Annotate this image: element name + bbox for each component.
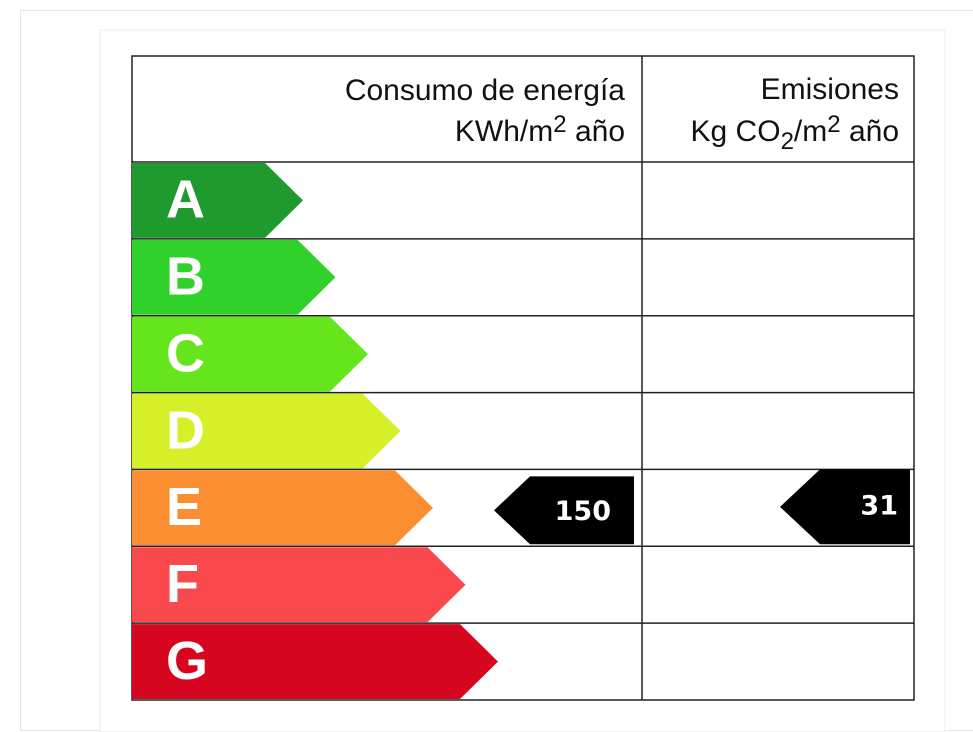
energy-title: Consumo de energía bbox=[345, 74, 625, 107]
unit-part: /m bbox=[794, 115, 827, 148]
rating-arrow bbox=[132, 624, 498, 699]
unit-part: KWh/m bbox=[455, 115, 553, 148]
unit-part: año bbox=[841, 115, 899, 148]
unit-sup: 2 bbox=[553, 111, 566, 138]
rating-letter: C bbox=[166, 323, 205, 383]
unit-part: año bbox=[567, 115, 625, 148]
emissions-title: Emisiones bbox=[761, 73, 899, 106]
unit-sub: 2 bbox=[781, 128, 794, 155]
emissions-unit: Kg CO2/m2 año bbox=[691, 111, 899, 155]
rating-letter: G bbox=[166, 631, 208, 691]
rating-arrow bbox=[132, 163, 303, 238]
rating-letter: D bbox=[166, 400, 205, 460]
rating-arrow bbox=[132, 470, 433, 546]
unit-part: Kg CO bbox=[691, 115, 781, 148]
rating-letter: E bbox=[166, 477, 202, 537]
emissions-value: 31 bbox=[860, 490, 898, 521]
rating-arrow bbox=[132, 316, 368, 392]
rating-letter: F bbox=[166, 554, 199, 614]
rating-letter: B bbox=[166, 247, 205, 307]
rating-letter: A bbox=[166, 170, 205, 230]
emissions-indicator bbox=[780, 469, 910, 545]
rating-arrow bbox=[132, 547, 466, 623]
rating-arrow bbox=[132, 393, 401, 469]
energy-indicator bbox=[494, 476, 634, 545]
unit-sup: 2 bbox=[827, 111, 840, 138]
energy-unit: KWh/m2 año bbox=[455, 111, 625, 148]
energy-value: 150 bbox=[555, 496, 611, 527]
rating-arrow bbox=[132, 239, 336, 315]
